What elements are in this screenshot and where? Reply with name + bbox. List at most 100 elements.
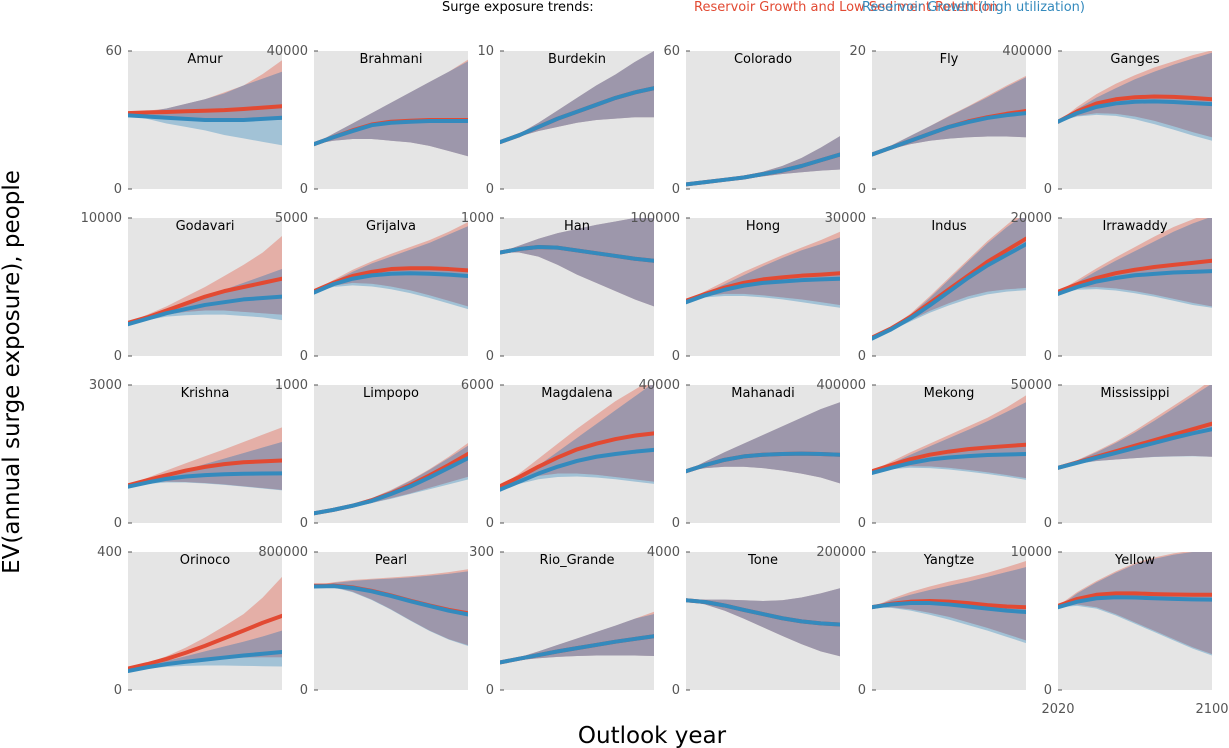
panel-title-orinoco: Orinoco bbox=[180, 553, 231, 568]
band-overlap bbox=[500, 614, 654, 663]
y-tick-zero: 0 bbox=[300, 182, 308, 197]
panel-rio-grande: Rio_Grande 300 0 bbox=[469, 545, 654, 698]
panel-title-limpopo: Limpopo bbox=[363, 386, 419, 401]
line-reservoir-growth-high-utilization bbox=[1058, 99, 1212, 124]
band-overlap bbox=[128, 630, 282, 672]
panel-yellow: Yellow 10000 0 bbox=[1011, 545, 1212, 698]
band-overlap bbox=[872, 218, 1026, 339]
line-reservoir-growth-high-utilization bbox=[686, 276, 840, 305]
band-reservoir-growth-high-utilization bbox=[128, 630, 282, 672]
panel-title-krishna: Krishna bbox=[181, 386, 230, 401]
y-tick-top: 40000 bbox=[639, 378, 680, 393]
legend-title: Surge exposure trends: bbox=[442, 0, 594, 15]
line-reservoir-growth-low-retention bbox=[128, 104, 282, 116]
y-tick-zero: 0 bbox=[114, 516, 122, 531]
band-overlap bbox=[314, 445, 468, 514]
y-tick-zero: 0 bbox=[486, 516, 494, 531]
panel-title-mekong: Mekong bbox=[924, 386, 975, 401]
band-overlap bbox=[1058, 552, 1212, 655]
line-reservoir-growth-high-utilization bbox=[314, 584, 468, 617]
panel-title-hong: Hong bbox=[746, 219, 780, 234]
panel-background bbox=[314, 385, 468, 523]
panel-hong: Hong 100000 0 bbox=[630, 211, 840, 364]
panel-mississippi: Mississippi 50000 0 bbox=[1011, 378, 1212, 531]
y-tick-zero: 0 bbox=[114, 683, 122, 698]
y-tick-top: 20 bbox=[849, 44, 866, 59]
line-reservoir-growth-low-retention bbox=[1058, 94, 1212, 124]
line-reservoir-growth-high-utilization bbox=[314, 456, 468, 516]
y-tick-top: 10000 bbox=[81, 211, 122, 226]
panel-background bbox=[500, 552, 654, 690]
line-reservoir-growth-high-utilization bbox=[128, 294, 282, 327]
y-tick-zero: 0 bbox=[672, 182, 680, 197]
x-axis-label: Outlook year bbox=[578, 723, 727, 748]
panel-title-irrawaddy: Irrawaddy bbox=[1102, 219, 1167, 234]
band-overlap bbox=[314, 226, 468, 307]
panel-pearl: Pearl 800000 0 bbox=[258, 545, 468, 698]
panel-limpopo: Limpopo 1000 0 bbox=[275, 378, 468, 531]
panel-title-pearl: Pearl bbox=[375, 553, 407, 568]
line-reservoir-growth-high-utilization bbox=[1058, 427, 1212, 470]
y-tick-top: 300 bbox=[469, 545, 494, 560]
y-tick-top: 10 bbox=[477, 44, 494, 59]
y-tick-zero: 0 bbox=[672, 516, 680, 531]
panel-han: Han 1000 0 bbox=[461, 211, 654, 364]
panel-mekong: Mekong 400000 0 bbox=[816, 378, 1026, 531]
line-reservoir-growth-high-utilization bbox=[872, 452, 1026, 475]
panel-magdalena: Magdalena 6000 0 bbox=[461, 378, 654, 531]
panel-godavari: Godavari 10000 0 bbox=[81, 211, 282, 364]
x-tick-2020: 2020 bbox=[1041, 702, 1074, 717]
panel-orinoco: Orinoco 400 0 bbox=[97, 545, 282, 698]
y-tick-top: 6000 bbox=[461, 378, 494, 393]
panel-ganges: Ganges 400000 0 bbox=[1002, 44, 1212, 197]
line-reservoir-growth-high-utilization bbox=[686, 152, 840, 187]
panel-title-yellow: Yellow bbox=[1114, 553, 1155, 568]
panel-amur: Amur 60 0 bbox=[105, 44, 282, 197]
line-reservoir-growth-low-retention bbox=[872, 442, 1026, 474]
y-tick-zero: 0 bbox=[858, 182, 866, 197]
line-reservoir-growth-low-retention bbox=[128, 458, 282, 488]
y-tick-top: 200000 bbox=[816, 545, 866, 560]
line-reservoir-growth-high-utilization bbox=[872, 601, 1026, 615]
panel-title-brahmani: Brahmani bbox=[360, 52, 423, 67]
y-tick-top: 400 bbox=[97, 545, 122, 560]
y-tick-top: 4000 bbox=[647, 545, 680, 560]
y-tick-zero: 0 bbox=[300, 349, 308, 364]
y-tick-top: 60 bbox=[105, 44, 122, 59]
y-tick-top: 1000 bbox=[461, 211, 494, 226]
y-tick-zero: 0 bbox=[858, 349, 866, 364]
line-reservoir-growth-high-utilization bbox=[686, 451, 840, 474]
y-tick-top: 40000 bbox=[267, 44, 308, 59]
legend-entry-1: Reservoir Growth and Low Sediment Retent… bbox=[694, 0, 998, 15]
y-tick-top: 20000 bbox=[1011, 211, 1052, 226]
y-tick-zero: 0 bbox=[300, 683, 308, 698]
line-reservoir-growth-high-utilization bbox=[500, 447, 654, 492]
y-tick-top: 800000 bbox=[258, 545, 308, 560]
y-tick-top: 50000 bbox=[1011, 378, 1052, 393]
panel-tone: Tone 4000 0 bbox=[647, 545, 840, 698]
panel-brahmani: Brahmani 40000 0 bbox=[267, 44, 468, 197]
line-reservoir-growth-high-utilization bbox=[1058, 595, 1212, 610]
y-tick-top: 5000 bbox=[275, 211, 308, 226]
panel-title-yangtze: Yangtze bbox=[923, 553, 975, 568]
line-reservoir-growth-high-utilization bbox=[500, 86, 654, 145]
y-tick-top: 400000 bbox=[1002, 44, 1052, 59]
panel-title-fly: Fly bbox=[940, 52, 959, 67]
panel-burdekin: Burdekin 10 0 bbox=[477, 44, 654, 197]
y-tick-zero: 0 bbox=[114, 349, 122, 364]
y-tick-zero: 0 bbox=[672, 349, 680, 364]
y-tick-top: 3000 bbox=[89, 378, 122, 393]
panel-mahanadi: Mahanadi 40000 0 bbox=[639, 378, 840, 531]
line-reservoir-growth-high-utilization bbox=[128, 113, 282, 122]
band-overlap bbox=[500, 218, 654, 307]
line-reservoir-growth-high-utilization bbox=[314, 271, 468, 295]
line-reservoir-growth-high-utilization bbox=[872, 111, 1026, 157]
panel-fly: Fly 20 0 bbox=[849, 44, 1026, 197]
band-overlap bbox=[872, 77, 1026, 155]
panel-title-indus: Indus bbox=[931, 219, 967, 234]
y-tick-top: 30000 bbox=[825, 211, 866, 226]
panel-title-amur: Amur bbox=[187, 52, 223, 67]
y-tick-top: 400000 bbox=[816, 378, 866, 393]
y-tick-zero: 0 bbox=[1044, 182, 1052, 197]
